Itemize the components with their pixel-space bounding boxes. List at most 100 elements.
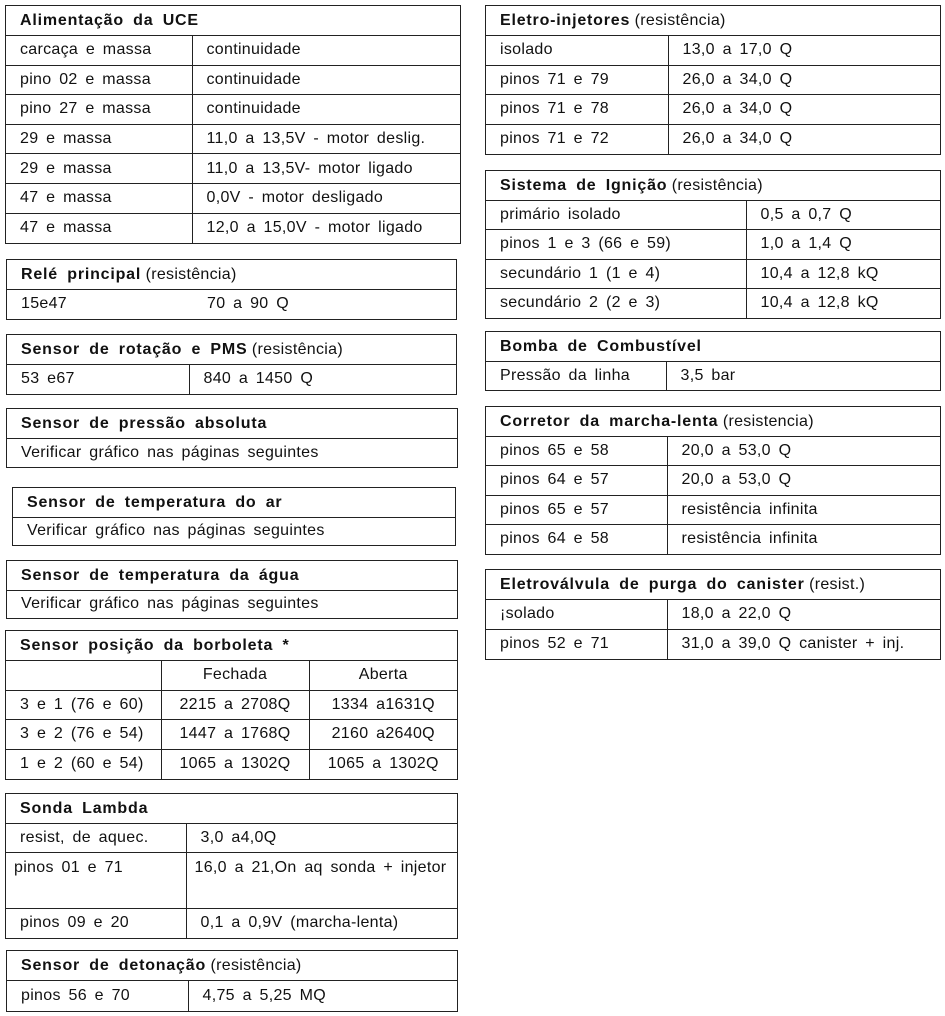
table-cell: pinos 09 e 20 (6, 908, 186, 938)
table-body: resist, de aquec. 3,0 a4,0Q pinos 01 e 71 1… (6, 823, 457, 938)
title-text: Relé principal (21, 266, 142, 283)
table-cell: 53 e67 (7, 364, 189, 394)
table-row: pinos 56 e 70 4,75 a 5,25 MQ (7, 980, 457, 1011)
table-cell: carcaça e massa (6, 35, 192, 66)
table-cell: 29 e massa (6, 153, 192, 184)
table-row: carcaça e massa continuidade (6, 35, 460, 66)
table-title: Sensor de temperatura do ar (13, 488, 455, 517)
table-cell: pinos 64 e 58 (486, 523, 667, 554)
table-cell: pinos 65 e 58 (486, 435, 667, 466)
table-cell: 18,0 a 22,0 Q (666, 599, 940, 629)
table-body: pinos 56 e 70 4,75 a 5,25 MQ (7, 980, 457, 1011)
table-title: Sistema de Ignição (resistência) (486, 171, 940, 200)
table-row: secundário 2 (2 e 3) 10,4 a 12,8 kQ (486, 287, 940, 318)
table-row: pino 27 e massa continuidade (6, 94, 460, 125)
table-cell: 11,0 a 13,5V- motor ligado (191, 153, 460, 184)
table-cell: 1447 a 1768Q (160, 719, 309, 749)
table-cell: Verificar gráfico nas páginas seguintes (13, 517, 455, 545)
sensor-rotacao-pms-table: Sensor de rotação e PMS (resistência) 53 … (6, 334, 457, 395)
eletrovalvula-purga-canister-table: Eletroválvula de purga do canister (resi… (485, 569, 941, 660)
table-row: 47 e massa 0,0V - motor desligado (6, 182, 460, 214)
table-row: isolado 13,0 a 17,0 Q (486, 35, 940, 66)
table-cell: pinos 65 e 57 (486, 494, 667, 525)
table-cell: secundário 2 (2 e 3) (486, 287, 746, 318)
title-qualifier: (resistência) (251, 341, 343, 358)
table-row: pinos 64 e 57 20,0 a 53,0 Q (486, 465, 940, 496)
table-title: Sensor de detonação (resistência) (7, 951, 457, 980)
table-row: pinos 52 e 71 31,0 a 39,0 Q canister + in… (486, 628, 940, 659)
table-cell: 70 a 90 Q (193, 289, 456, 319)
table-cell: 20,0 a 53,0 Q (666, 465, 940, 496)
table-cell: pinos 71 e 79 (486, 64, 668, 95)
title-text: Corretor da marcha-lenta (500, 413, 719, 430)
title-text: Alimentação da UCE (20, 12, 199, 29)
table-body: Verificar gráfico nas páginas seguintes (13, 517, 455, 545)
table-cell: primário isolado (486, 199, 746, 230)
table-cell: 3 e 2 (76 e 54) (6, 719, 161, 749)
title-text: Sensor de temperatura do ar (27, 494, 283, 511)
table-cell: 13,0 a 17,0 Q (667, 35, 940, 66)
table-row: Pressão da linha 3,5 bar (486, 361, 940, 390)
table-cell: 840 a 1450 Q (188, 364, 456, 394)
eletro-injetores-table: Eletro-injetores (resistência) isolado 13,… (485, 5, 941, 155)
table-cell: pinos 01 e 71 (6, 852, 186, 909)
table-row: Verificar gráfico nas páginas seguintes (13, 517, 455, 545)
table-cell: isolado (486, 35, 668, 66)
table-row: pinos 01 e 71 16,0 a 21,On aq sonda + inj… (6, 852, 457, 909)
table-title: Bomba de Combustível (486, 332, 940, 361)
table-cell: 15e47 (7, 289, 193, 319)
table-cell: Aberta (308, 660, 457, 690)
table-cell: pinos 71 e 78 (486, 94, 668, 125)
table-cell: 0,1 a 0,9V (marcha-lenta) (185, 908, 457, 938)
table-cell: 2215 a 2708Q (160, 689, 309, 720)
table-cell: resistência infinita (666, 494, 940, 525)
table-cell: continuidade (191, 64, 460, 95)
title-qualifier: (resistência) (145, 266, 237, 283)
table-body: Verificar gráfico nas páginas seguintes (7, 438, 457, 467)
table-cell: 1334 a1631Q (308, 689, 457, 720)
table-cell (6, 660, 161, 690)
table-row: 29 e massa 11,0 a 13,5V- motor ligado (6, 153, 460, 184)
title-text: Sensor posição da borboleta * (20, 637, 290, 654)
table-cell: 10,4 a 12,8 kQ (745, 258, 940, 289)
title-text: Sistema de Ignição (500, 177, 668, 194)
table-row: pinos 71 e 79 26,0 a 34,0 Q (486, 64, 940, 95)
table-cell: 10,4 a 12,8 kQ (745, 287, 940, 318)
table-cell: secundário 1 (1 e 4) (486, 258, 746, 289)
table-title: Corretor da marcha-lenta (resistencia) (486, 407, 940, 436)
corretor-marcha-lenta-table: Corretor da marcha-lenta (resistencia) pi… (485, 406, 941, 555)
table-title: Sensor posição da borboleta * (6, 631, 457, 660)
table-body: 15e47 70 a 90 Q (7, 289, 456, 319)
table-title: Sensor de temperatura da água (7, 561, 457, 590)
table-cell: pinos 64 e 57 (486, 465, 667, 496)
table-title: Eletro-injetores (resistência) (486, 6, 940, 35)
table-row: ¡solado 18,0 a 22,0 Q (486, 599, 940, 629)
title-text: Eletroválvula de purga do canister (500, 576, 805, 593)
table-body: Verificar gráfico nas páginas seguintes (7, 590, 457, 618)
table-row: 47 e massa 12,0 a 15,0V - motor ligado (6, 212, 460, 243)
table-row: pinos 65 e 58 20,0 a 53,0 Q (486, 435, 940, 466)
table-title: Sensor de rotação e PMS (resistência) (7, 335, 456, 364)
sensor-pressao-absoluta-table: Sensor de pressão absoluta Verificar gráf… (6, 408, 458, 468)
table-row: resist, de aquec. 3,0 a4,0Q (6, 823, 457, 853)
table-row: pinos 64 e 58 resistência infinita (486, 523, 940, 554)
table-cell: resist, de aquec. (6, 823, 186, 853)
table-cell: 4,75 a 5,25 MQ (187, 980, 457, 1011)
table-cell: 26,0 a 34,0 Q (667, 64, 940, 95)
table-cell: pinos 1 e 3 (66 e 59) (486, 229, 746, 260)
table-cell: continuidade (191, 35, 460, 66)
table-cell: pino 27 e massa (6, 94, 192, 125)
table-body: carcaça e massa continuidade pino 02 e mas… (6, 35, 460, 243)
sensor-detonacao-table: Sensor de detonação (resistência) pinos 5… (6, 950, 458, 1012)
table-cell: 31,0 a 39,0 Q canister + inj. (666, 628, 940, 659)
table-cell: Verificar gráfico nas páginas seguintes (7, 438, 457, 467)
table-cell: Fechada (160, 660, 309, 690)
table-row: Verificar gráfico nas páginas seguintes (7, 590, 457, 618)
table-row: primário isolado 0,5 a 0,7 Q (486, 199, 940, 230)
table-row: pinos 1 e 3 (66 e 59) 1,0 a 1,4 Q (486, 229, 940, 260)
table-cell: 20,0 a 53,0 Q (666, 435, 940, 466)
title-text: Sensor de pressão absoluta (21, 415, 268, 432)
table-cell: 3,5 bar (665, 361, 940, 390)
